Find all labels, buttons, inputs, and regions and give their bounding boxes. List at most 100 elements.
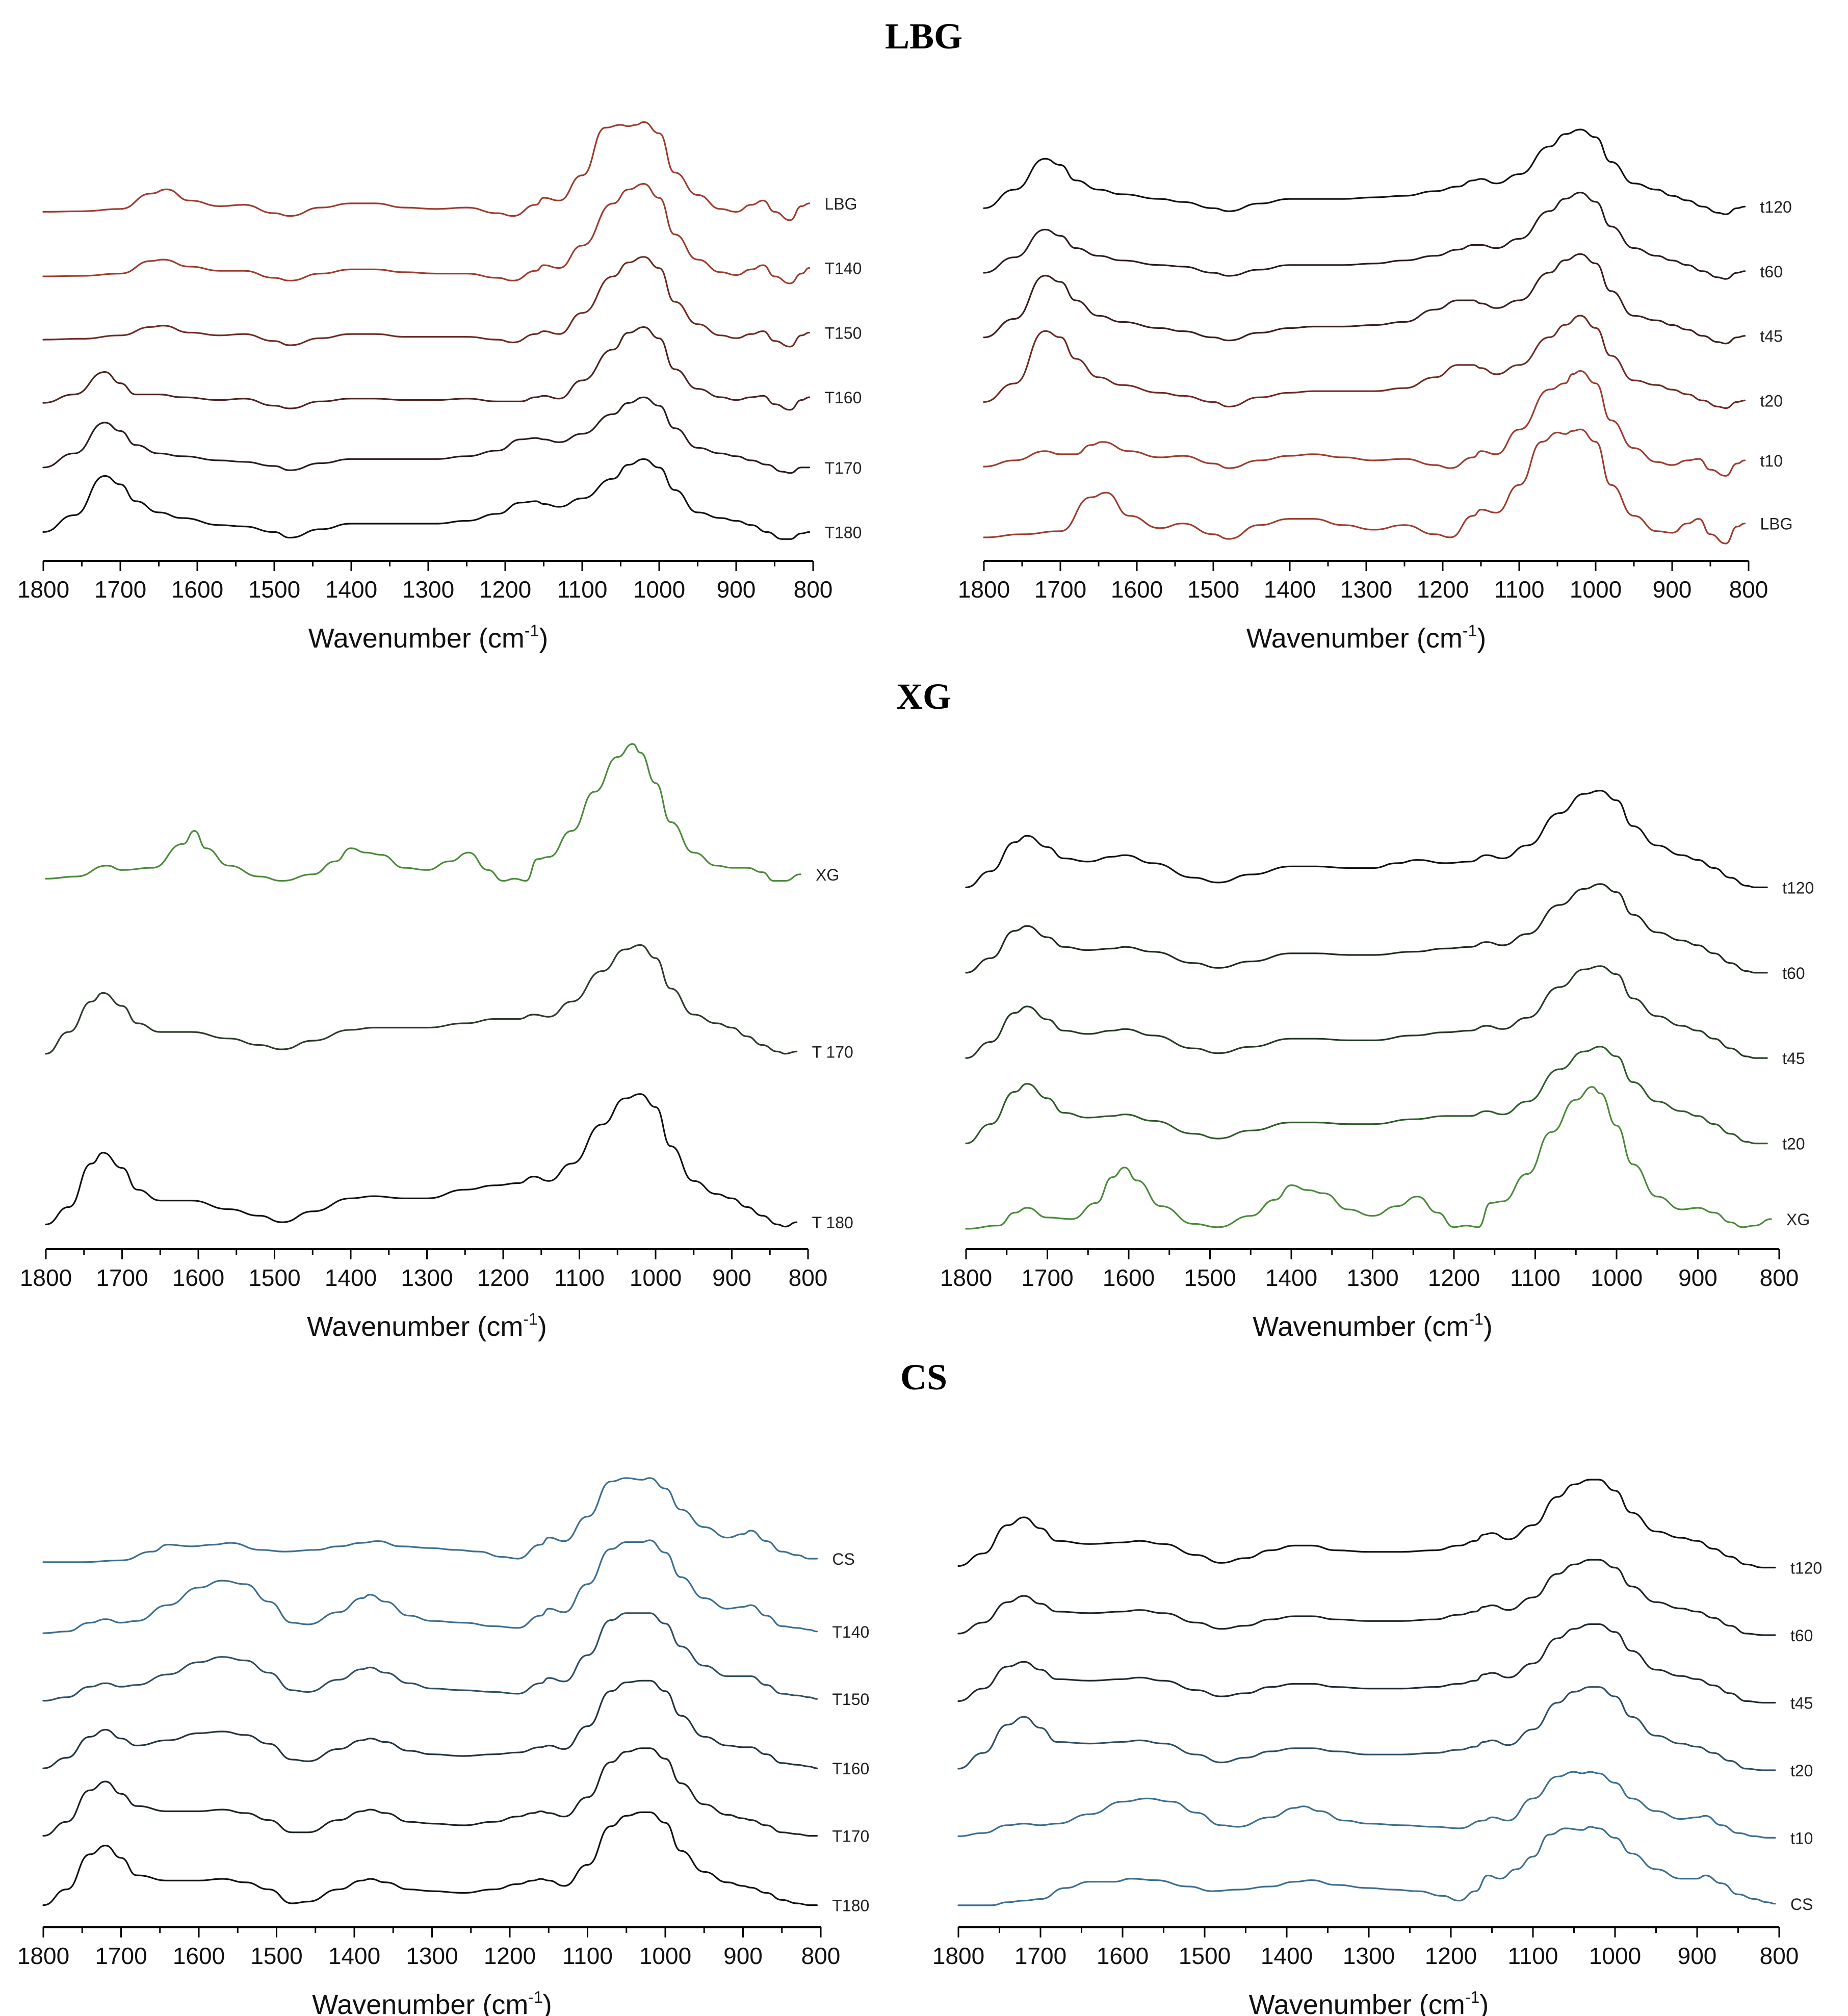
x-tick-label: 1100 (1510, 1264, 1560, 1291)
x-tick-label: 1300 (1340, 576, 1392, 603)
series-label-xg: XG (1786, 1210, 1810, 1229)
series-line-t120 (965, 790, 1768, 889)
x-tick-label: 800 (1729, 576, 1768, 603)
series-line-t120 (957, 1479, 1776, 1569)
series-label-t150: T150 (832, 1690, 869, 1709)
chart-cs-left: 1800 1700 1600 1500 1400 1300 1200 1100 1000 900 8… (17, 1477, 869, 2016)
x-tick-label: 1500 (250, 1943, 302, 1969)
chart-lbg-left: 1800 1700 1600 1500 1400 1300 1200 1100 1000 900 8… (17, 121, 862, 654)
x-tick-label: 1300 (401, 1264, 453, 1291)
series-line-t45 (983, 253, 1746, 345)
x-tick-label: 1400 (325, 1264, 377, 1291)
x-tick-label: 1600 (173, 1943, 225, 1969)
series-line-t140 (42, 183, 811, 285)
x-tick-label: 1600 (1111, 576, 1163, 603)
x-tick-label: 1600 (172, 1264, 224, 1291)
x-tick-label: 800 (794, 576, 833, 603)
x-tick-label: 1400 (1264, 576, 1316, 603)
x-tick-label: 1500 (248, 1264, 300, 1291)
x-tick-label: 1000 (1589, 1943, 1641, 1969)
x-tick-label: 1800 (17, 576, 69, 603)
series-line-t150 (42, 256, 811, 348)
series-line-t45 (957, 1623, 1776, 1704)
series-label-t120: t120 (1782, 878, 1814, 897)
x-tick-label: 900 (1678, 1943, 1717, 1969)
x-tick-label: 1800 (940, 1264, 992, 1291)
x-tick-label: 1600 (1103, 1264, 1155, 1291)
x-tick-label: 1100 (557, 576, 608, 603)
series-label-t45: t45 (1760, 327, 1783, 346)
series-label-xg: XG (816, 866, 839, 884)
series-label-t45: t45 (1782, 1049, 1805, 1068)
series-line-lbg (983, 428, 1746, 545)
x-tick-label: 1700 (1021, 1264, 1073, 1291)
x-tick-label: 1200 (479, 576, 531, 603)
x-tick-label: 1000 (633, 576, 685, 603)
x-tick-label: 1700 (94, 576, 146, 603)
series-label-t170: T170 (832, 1827, 869, 1846)
chart-lbg-right: 1800 1700 1600 1500 1400 1300 1200 1100 1000 900 8… (958, 128, 1793, 654)
x-tick-label: 1500 (248, 576, 300, 603)
x-tick-label: 1000 (639, 1943, 691, 1969)
x-tick-label: 1400 (1265, 1264, 1317, 1291)
x-axis-label: Wavenumber (cm-1) (1246, 622, 1487, 654)
x-tick-label: 1200 (1425, 1943, 1477, 1969)
x-axis-label: Wavenumber (cm-1) (312, 1988, 552, 2016)
x-tick-label: 900 (723, 1943, 763, 1969)
series-line-t170 (42, 396, 811, 474)
x-axis-label: Wavenumber (cm-1) (1249, 1988, 1489, 2016)
x-tick-label: 1300 (402, 576, 454, 603)
series-line-t160 (42, 326, 811, 411)
series-line-t45 (965, 965, 1768, 1059)
x-tick-label: 800 (801, 1943, 841, 1969)
x-tick-label: 800 (1760, 1264, 1799, 1291)
x-tick-label: 1200 (1428, 1264, 1480, 1291)
x-tick-label: 1200 (484, 1943, 536, 1969)
series-label-t180: T180 (832, 1897, 869, 1915)
x-axis-label: Wavenumber (cm-1) (1253, 1310, 1493, 1342)
series-label-t20: t20 (1782, 1135, 1805, 1153)
series-label-lbg: LBG (824, 195, 857, 213)
series-label-lbg: LBG (1760, 515, 1793, 533)
series-label-t140: T140 (824, 260, 862, 278)
series-label-t170: T170 (824, 459, 862, 477)
x-tick-label: 1800 (932, 1943, 984, 1969)
series-label-t120: t120 (1760, 198, 1792, 216)
series-line-t120 (983, 128, 1746, 215)
x-tick-label: 1100 (562, 1943, 613, 1969)
x-tick-label: 1800 (20, 1264, 72, 1291)
series-line-t150 (42, 1612, 818, 1702)
x-tick-label: 900 (1678, 1264, 1717, 1291)
series-label-t45: t45 (1790, 1694, 1813, 1712)
series-line-t160 (42, 1679, 818, 1769)
series-label-t160: T160 (832, 1760, 869, 1778)
x-axis-label: Wavenumber (cm-1) (308, 622, 549, 654)
chart-xg-right: 1800 1700 1600 1500 1400 1300 1200 1100 1000 900 8… (940, 790, 1814, 1342)
series-label-t150: T150 (824, 324, 862, 342)
x-tick-label: 1700 (96, 1264, 148, 1291)
series-label-t180: T 180 (812, 1213, 853, 1232)
section-title-lbg: LBG (885, 16, 962, 57)
x-tick-label: 1700 (1014, 1943, 1066, 1969)
x-tick-label: 1400 (1261, 1943, 1313, 1969)
x-tick-label: 1300 (406, 1943, 458, 1969)
series-label-t60: t60 (1760, 263, 1783, 281)
series-line-t140 (42, 1539, 818, 1634)
chart-panels: 1800 1700 1600 1500 1400 1300 1200 1100 1000 900 8… (17, 121, 1822, 2016)
x-tick-label: 1800 (17, 1943, 69, 1969)
x-axis-label: Wavenumber (cm-1) (307, 1310, 547, 1342)
series-line-t10 (957, 1771, 1776, 1839)
series-label-t140: T140 (832, 1623, 869, 1641)
series-line-xg (45, 743, 801, 882)
chart-cs-right: 1800 1700 1600 1500 1400 1300 1200 1100 1000 900 8… (932, 1479, 1822, 2016)
chart-xg-left: 1800 1700 1600 1500 1400 1300 1200 1100 1000 900 8… (20, 743, 853, 1342)
series-line-t10 (983, 370, 1746, 477)
series-label-t60: t60 (1790, 1626, 1813, 1645)
x-tick-label: 1500 (1187, 576, 1239, 603)
x-tick-label: 800 (789, 1264, 828, 1291)
series-line-t20 (983, 315, 1746, 409)
series-label-t180: T180 (824, 524, 862, 542)
series-line-t20 (957, 1686, 1776, 1771)
series-label-cs: CS (1790, 1895, 1813, 1914)
section-title-cs: CS (900, 1357, 947, 1398)
